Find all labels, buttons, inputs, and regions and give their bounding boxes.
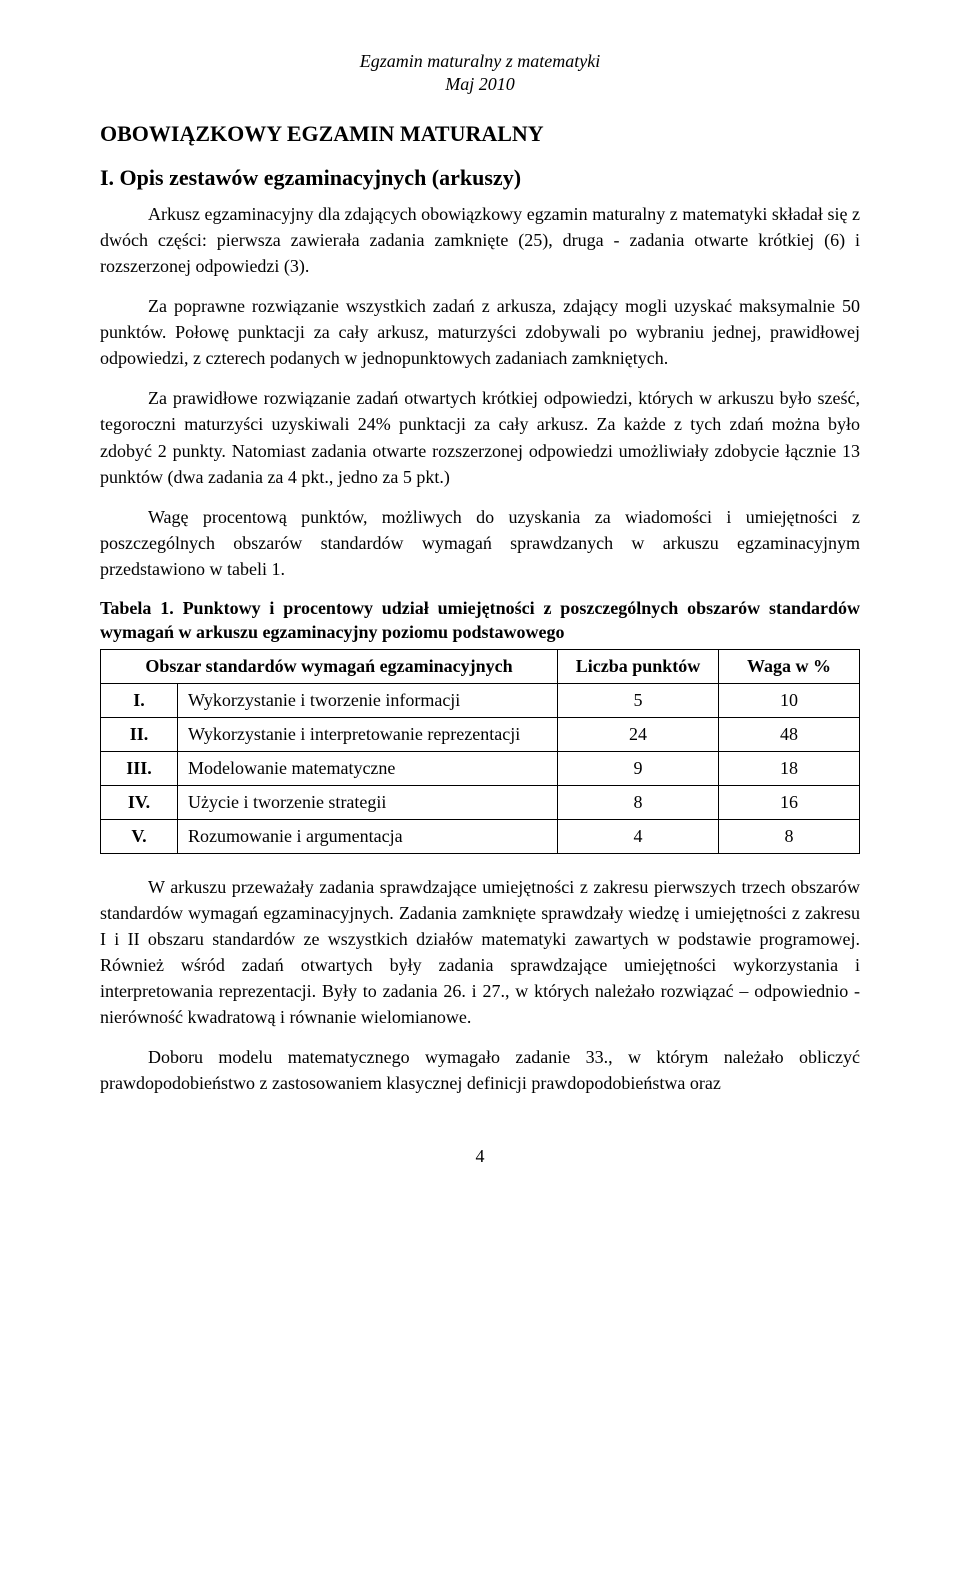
table-row: II. Wykorzystanie i interpretowanie repr…	[101, 717, 860, 751]
table-caption-number: Tabela 1.	[100, 598, 174, 618]
cell-name: Wykorzystanie i tworzenie informacji	[178, 683, 558, 717]
cell-points: 4	[558, 819, 719, 853]
cell-weight: 48	[719, 717, 860, 751]
paragraph-5: W arkuszu przeważały zadania sprawdzając…	[100, 874, 860, 1031]
paragraph-3: Za prawidłowe rozwiązanie zadań otwartyc…	[100, 385, 860, 489]
table-row: III. Modelowanie matematyczne 9 18	[101, 751, 860, 785]
paragraph-4: Wagę procentową punktów, możliwych do uz…	[100, 504, 860, 582]
cell-points: 5	[558, 683, 719, 717]
table-row: IV. Użycie i tworzenie strategii 8 16	[101, 785, 860, 819]
header-line-2: Maj 2010	[100, 73, 860, 96]
paragraph-6: Doboru modelu matematycznego wymagało za…	[100, 1044, 860, 1096]
cell-name: Rozumowanie i argumentacja	[178, 819, 558, 853]
page-header: Egzamin maturalny z matematyki Maj 2010	[100, 50, 860, 97]
page: Egzamin maturalny z matematyki Maj 2010 …	[0, 0, 960, 1207]
col-header-points: Liczba punktów	[558, 649, 719, 683]
cell-name: Modelowanie matematyczne	[178, 751, 558, 785]
table-head: Obszar standardów wymagań egzaminacyjnyc…	[101, 649, 860, 683]
standards-table: Obszar standardów wymagań egzaminacyjnyc…	[100, 649, 860, 854]
paragraph-2: Za poprawne rozwiązanie wszystkich zadań…	[100, 293, 860, 371]
cell-name: Wykorzystanie i interpretowanie reprezen…	[178, 717, 558, 751]
table-row: V. Rozumowanie i argumentacja 4 8	[101, 819, 860, 853]
cell-name: Użycie i tworzenie strategii	[178, 785, 558, 819]
cell-points: 9	[558, 751, 719, 785]
cell-roman: II.	[101, 717, 178, 751]
page-title: OBOWIĄZKOWY EGZAMIN MATURALNY	[100, 121, 860, 147]
col-header-weight: Waga w %	[719, 649, 860, 683]
section-heading: I. Opis zestawów egzaminacyjnych (arkusz…	[100, 165, 860, 191]
paragraph-1: Arkusz egzaminacyjny dla zdających obowi…	[100, 201, 860, 279]
page-number: 4	[100, 1146, 860, 1167]
cell-roman: III.	[101, 751, 178, 785]
cell-roman: IV.	[101, 785, 178, 819]
cell-weight: 10	[719, 683, 860, 717]
table-caption: Tabela 1. Punktowy i procentowy udział u…	[100, 596, 860, 645]
cell-points: 8	[558, 785, 719, 819]
table-header-row: Obszar standardów wymagań egzaminacyjnyc…	[101, 649, 860, 683]
cell-weight: 16	[719, 785, 860, 819]
table-caption-text: Punktowy i procentowy udział umiejętnośc…	[100, 598, 860, 642]
cell-roman: V.	[101, 819, 178, 853]
table-body: I. Wykorzystanie i tworzenie informacji …	[101, 683, 860, 853]
cell-weight: 18	[719, 751, 860, 785]
col-header-area: Obszar standardów wymagań egzaminacyjnyc…	[101, 649, 558, 683]
cell-roman: I.	[101, 683, 178, 717]
table-row: I. Wykorzystanie i tworzenie informacji …	[101, 683, 860, 717]
cell-points: 24	[558, 717, 719, 751]
header-line-1: Egzamin maturalny z matematyki	[100, 50, 860, 73]
cell-weight: 8	[719, 819, 860, 853]
